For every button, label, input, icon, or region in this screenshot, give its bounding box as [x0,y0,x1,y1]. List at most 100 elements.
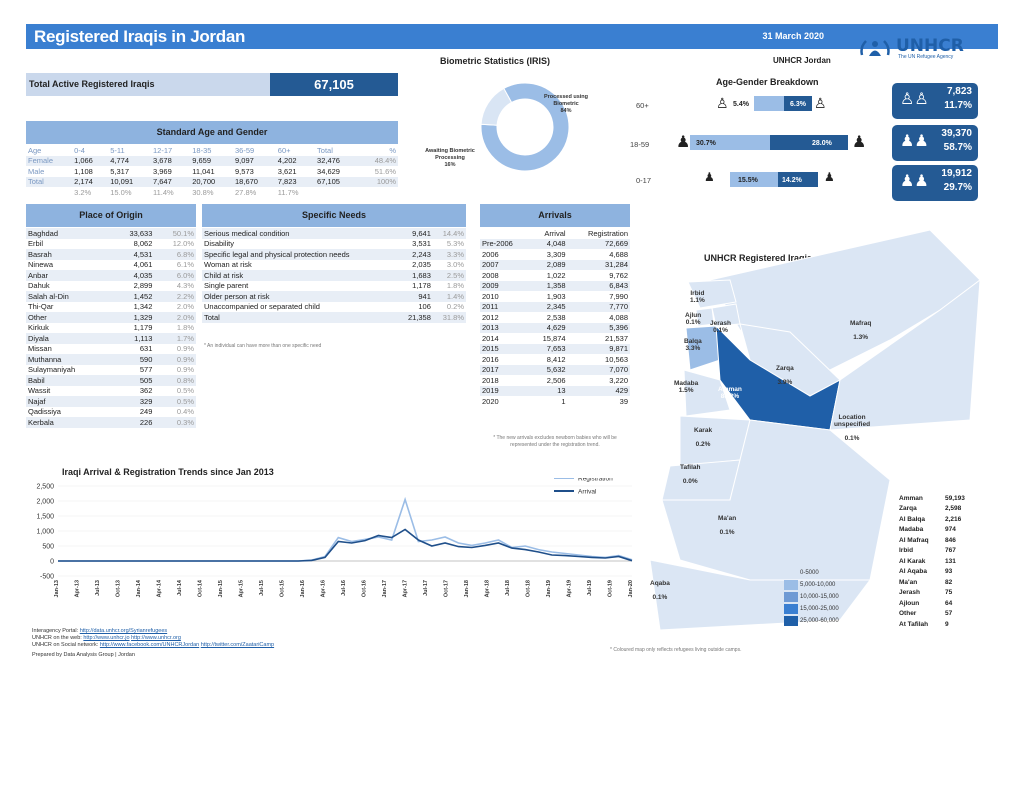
bio-awaiting-label: Awaiting Biometric Processing 16% [420,148,480,169]
unhcr-logo-subtitle: The UN Refugee Agency [898,54,954,60]
table-cell: Other [26,312,111,323]
table-cell: 2007 [480,259,530,270]
x-tick-label: Apr-14 [157,579,163,597]
table-cell: 0.3% [154,417,196,428]
table-header-row: Arrival Registration [480,228,630,239]
table-cell: Woman at risk [204,260,252,270]
x-tick-label: Jan-18 [464,580,470,597]
table-cell: 33,633 [110,228,155,239]
table-cell: 1.8% [176,323,194,333]
elderly-female-icon: ♙ [716,95,729,111]
table-row: Zarqa 2,598 [897,504,973,515]
age-row-label-60: 60+ [636,101,649,110]
legend-label: 5,000-10,000 [800,582,836,588]
map-region-pct: 0.1% [685,319,701,326]
table-row: Single parent 1,178 1.8% [202,281,466,292]
unhcr-jordan-label: UNHCR Jordan [773,56,831,65]
table-cell: 57 [945,610,953,618]
x-tick-label: Jul-19 [587,580,593,596]
elderly-male-icon: ♙ [814,95,827,111]
chart-title: Iraqi Arrival & Registration Trends sinc… [62,467,274,477]
table-cell: 0.8% [154,375,196,386]
table-cell: 1,066 [72,155,109,166]
table-cell: Other [899,610,917,618]
elderly-summary-box: ♙♙ 7,823 11.7% [892,83,978,119]
table-cell: 3,220 [609,375,628,385]
table-cell: 50.1% [154,228,196,239]
table-row: Woman at risk 2,035 3.0% [202,260,466,271]
table-cell: 4,774 [108,155,151,166]
table-row: Madaba 974 [897,525,973,536]
table-row: Older person at risk 941 1.4% [202,291,466,302]
table-row: Female 1,066 4,774 3,678 9,659 9,097 4,2… [26,155,398,166]
children-pct: 29.7% [943,182,972,193]
bar-male-18-59 [770,135,848,150]
table-row: Ninewa 4,061 6.1% [26,260,196,271]
table-cell: Al Mafraq [899,536,929,544]
table-row: 3.2% 15.0% 11.4% 30.8% 27.8% 11.7% [26,187,398,198]
x-tick-label: Jul-14 [177,579,183,596]
table-cell: 31,284 [567,259,630,270]
elderly-count: 7,823 [946,86,972,97]
table-cell: 9,762 [609,270,628,280]
table-cell: 2009 [480,280,530,291]
table-cell: 4,688 [609,249,628,259]
table-cell: 7,823 [275,176,316,187]
legend-swatch [784,568,798,578]
table-row: Unaccompanied or separated child 106 0.2% [202,302,466,313]
table-cell: 2.2% [154,291,196,302]
map-region-name: Karak [694,427,713,434]
table-cell: 1,022 [546,270,566,280]
table-cell: 3,309 [546,249,566,259]
table-cell: 362 [139,386,153,396]
map-region-name: Jerash [710,320,731,327]
table-cell: 2014 [482,333,499,343]
table-row: Al Balqa 2,216 [897,514,973,525]
table-row: Serious medical condition 9,641 14.4% [202,228,466,239]
table-cell: 39 [619,396,628,406]
bar-label: 30.7% [696,140,716,147]
footer-link[interactable]: http://www.facebook.com/UNHCRJordan [99,642,200,648]
table-cell: 2,035 [412,260,431,270]
table-cell: Madaba [899,526,924,534]
x-tick-label: Jul-18 [505,580,511,596]
table-cell: 2,174 [72,176,109,187]
table-cell: 3.0% [446,260,464,270]
footer-link[interactable]: http://data.unhcr.org/Syrianrefugees [79,628,168,634]
table-cell: 72,669 [567,238,630,249]
bar-female-18-59 [690,135,788,150]
footer-link[interactable]: http://www.unhcr.org [131,635,181,641]
table-cell: 15,874 [542,333,566,343]
needs-section-header: Specific Needs [202,204,466,227]
map-region-pct: 0.1% [719,529,735,536]
table-cell: 93 [945,568,953,576]
table-row: 2009 1,358 6,843 [480,280,630,291]
table-cell: 2.5% [432,270,466,281]
table-cell: 13 [529,385,568,396]
table-cell: 2012 [482,312,499,322]
footer-link[interactable]: http://twitter.com/ZaatariCamp [200,642,275,648]
y-tick-label: 2,000 [36,499,54,506]
table-cell: Muthanna [26,354,111,365]
table-cell: 100% [357,176,398,187]
y-tick-label: 500 [42,544,54,551]
total-active-value: 67,105 [270,73,398,96]
governorate-counts-table: Amman 59,193 Zarqa 2,598 Al Balqa 2,216 Madaba… [897,493,973,630]
x-tick-label: Jul-17 [423,580,429,596]
table-cell: 3,678 [151,155,191,166]
jordan-map [649,229,981,631]
table-cell: At Tafilah [899,620,929,628]
map-region-tafilah [661,459,741,501]
table-cell: 2,243 [397,249,433,260]
table-cell: 1,113 [110,333,155,344]
x-tick-label: Oct-16 [362,580,368,597]
table-row: Najaf 329 0.5% [26,396,196,407]
table-cell: Al Aqaba [899,568,927,576]
footer-link[interactable]: http://www.unhcr.jo [83,635,130,641]
table-row: 2018 2,506 3,220 [480,375,630,386]
table-header-cell: 18-35 [192,145,212,155]
table-header-cell: 0-4 [74,145,85,155]
x-tick-label: Apr-16 [321,580,327,597]
map-label-maan: Ma'an 0.1% [718,515,736,536]
table-cell: 11,041 [192,166,215,176]
